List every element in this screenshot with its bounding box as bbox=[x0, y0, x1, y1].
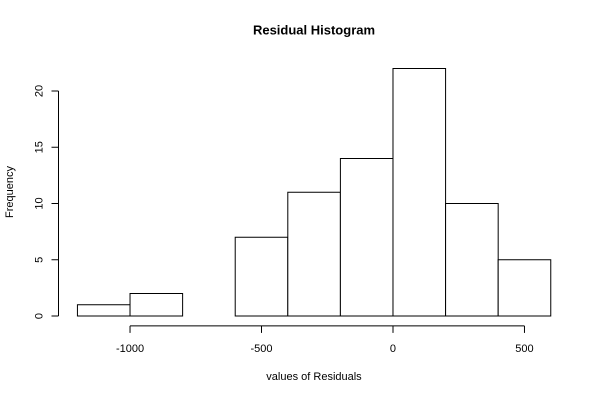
y-tick-label: 20 bbox=[33, 85, 45, 97]
bar bbox=[339, 158, 394, 317]
x-tick-label: 500 bbox=[515, 343, 533, 355]
y-tick-label: 5 bbox=[33, 257, 45, 263]
bar bbox=[392, 68, 447, 317]
bar bbox=[76, 304, 131, 317]
x-tick-label: -1000 bbox=[116, 343, 144, 355]
chart-title: Residual Histogram bbox=[253, 22, 375, 37]
y-tick-label: 0 bbox=[33, 313, 45, 319]
y-tick-label: 10 bbox=[33, 197, 45, 209]
y-tick-label: 15 bbox=[33, 141, 45, 153]
bar bbox=[497, 259, 552, 317]
x-tick-label: -500 bbox=[250, 343, 272, 355]
y-axis-label: Frequency bbox=[4, 166, 16, 218]
bar bbox=[129, 293, 184, 317]
x-tick-label: 0 bbox=[390, 343, 396, 355]
bar bbox=[445, 203, 499, 317]
x-axis-label: values of Residuals bbox=[266, 371, 362, 383]
bar bbox=[234, 236, 289, 317]
bar bbox=[287, 191, 341, 317]
